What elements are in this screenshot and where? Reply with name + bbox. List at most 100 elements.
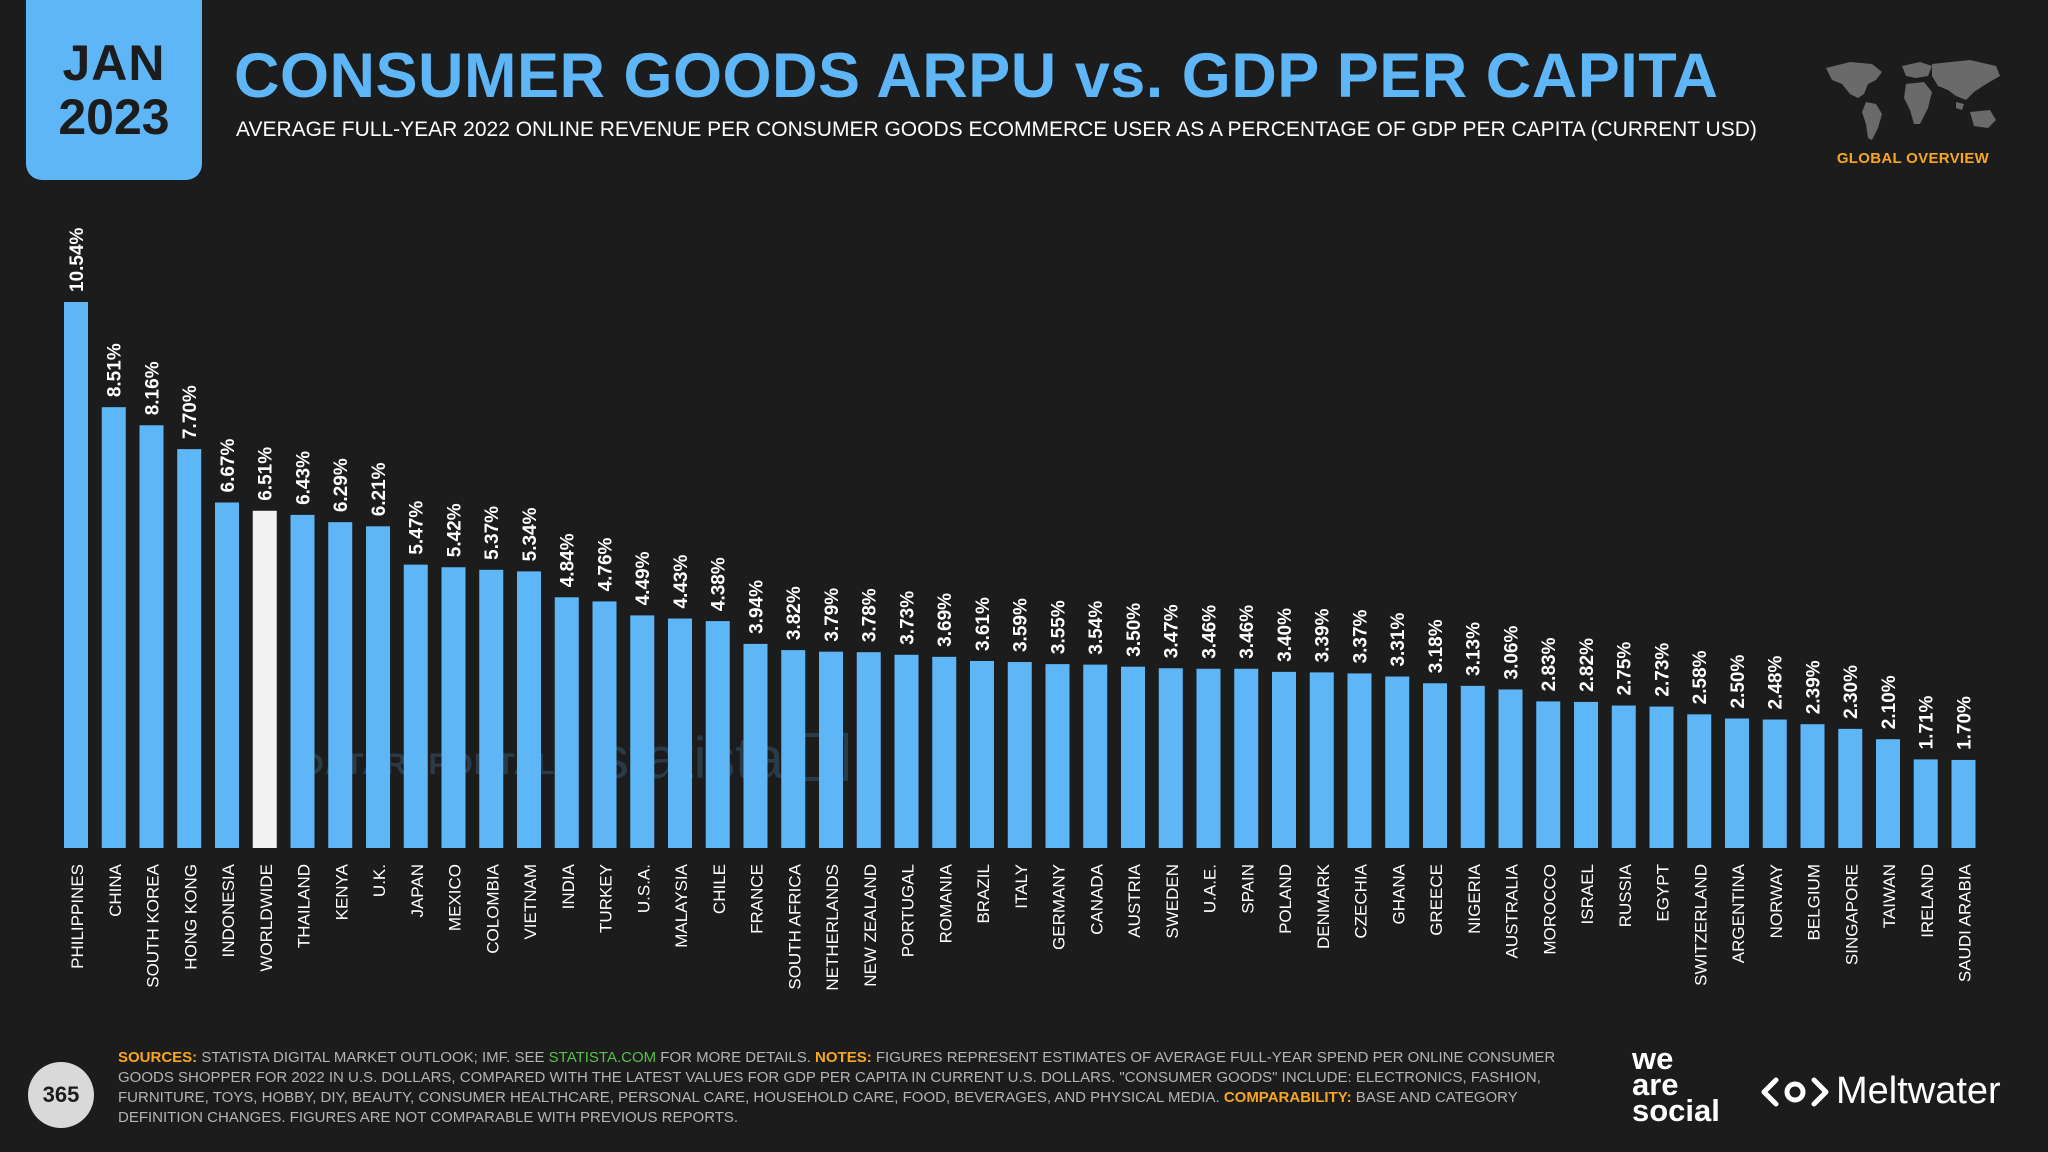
category-label: NETHERLANDS <box>823 864 842 991</box>
value-label: 3.50% <box>1124 603 1145 657</box>
category-label: PHILIPPINES <box>68 864 87 969</box>
category-label: HONG KONG <box>181 864 200 970</box>
value-label: 3.73% <box>898 591 919 645</box>
bar-israel <box>1574 701 1598 848</box>
bar-chart: 10.54% PHILIPPINES 8.51% CHINA 8.16% SOUTH KO… <box>64 227 1976 991</box>
category-label: KENYA <box>332 863 351 920</box>
category-label: SWITZERLAND <box>1691 864 1710 986</box>
category-label: SAUDI ARABIA <box>1956 863 1975 982</box>
bar-brazil <box>970 660 994 848</box>
bar-argentina <box>1725 718 1749 848</box>
value-label: 2.82% <box>1577 638 1598 692</box>
category-label: TAIWAN <box>1880 864 1899 928</box>
category-label: ARGENTINA <box>1729 863 1748 963</box>
bar-malaysia <box>668 618 692 848</box>
value-label: 3.18% <box>1426 619 1447 673</box>
value-label: 3.61% <box>973 597 994 651</box>
bar-mexico <box>441 567 466 848</box>
bar-south-africa <box>781 650 806 848</box>
category-label: MOROCCO <box>1540 864 1559 955</box>
category-label: NORWAY <box>1767 864 1786 938</box>
category-label: U.S.A. <box>634 864 653 913</box>
we-are-social-logo: we are social <box>1632 1043 1720 1126</box>
category-label: BRAZIL <box>974 864 993 924</box>
category-label: DENMARK <box>1314 863 1333 949</box>
category-label: GERMANY <box>1050 864 1069 950</box>
bar-denmark <box>1309 672 1334 848</box>
meltwater-logo: Meltwater <box>1760 1070 2001 1113</box>
value-label: 6.29% <box>331 458 352 512</box>
bar-france <box>743 643 768 848</box>
category-label: SWEDEN <box>1163 864 1182 939</box>
value-label: 8.51% <box>105 343 126 397</box>
category-label: JAPAN <box>408 864 427 918</box>
value-label: 4.38% <box>709 557 730 611</box>
value-label: 4.76% <box>596 537 617 591</box>
category-label: INDIA <box>559 863 578 909</box>
bar-new-zealand <box>856 652 881 848</box>
bar-switzerland <box>1687 714 1712 848</box>
category-label: TURKEY <box>597 864 616 933</box>
value-label: 3.39% <box>1313 608 1334 662</box>
page-number: 365 <box>28 1062 94 1128</box>
bar-u-s-a <box>630 615 655 848</box>
date-badge: JAN 2023 <box>26 0 202 180</box>
value-label: 2.10% <box>1879 675 1900 729</box>
category-label: AUSTRALIA <box>1503 863 1522 958</box>
value-label: 2.75% <box>1615 642 1636 696</box>
category-label: SPAIN <box>1238 864 1257 914</box>
category-label: ISRAEL <box>1578 864 1597 924</box>
value-label: 3.31% <box>1388 613 1409 667</box>
bar-colombia <box>479 569 504 848</box>
category-label: FRANCE <box>748 864 767 934</box>
value-label: 3.94% <box>747 580 768 634</box>
sources-label: SOURCES: <box>118 1049 198 1066</box>
we-are-social-line2: are <box>1632 1067 1679 1102</box>
bar-egypt <box>1649 706 1674 848</box>
bar-ghana <box>1385 676 1410 848</box>
value-label: 5.42% <box>445 503 466 557</box>
value-label: 4.84% <box>558 533 579 587</box>
bar-greece <box>1423 683 1447 848</box>
bar-kenya <box>328 522 353 848</box>
bar-austria <box>1121 666 1145 848</box>
bar-australia <box>1498 689 1523 848</box>
category-label: VIETNAM <box>521 864 540 940</box>
date-month: JAN <box>62 35 166 91</box>
bar-thailand <box>290 514 315 848</box>
category-label: U.K. <box>370 864 389 897</box>
bar-romania <box>932 656 957 848</box>
category-label: MEXICO <box>446 864 465 931</box>
category-label: NEW ZEALAND <box>861 864 880 987</box>
bar-worldwide <box>252 510 277 848</box>
value-label: 3.47% <box>1162 604 1183 658</box>
value-label: 2.30% <box>1841 665 1862 719</box>
bar-japan <box>403 564 428 848</box>
value-label: 2.58% <box>1690 650 1711 704</box>
value-label: 2.73% <box>1653 643 1674 697</box>
category-label: MALAYSIA <box>672 863 691 947</box>
value-label: 8.16% <box>143 361 164 415</box>
value-label: 3.79% <box>822 588 843 642</box>
category-label: SOUTH KOREA <box>144 863 163 987</box>
value-label: 3.06% <box>1502 626 1523 680</box>
value-label: 4.43% <box>671 555 692 609</box>
page-title: CONSUMER GOODS ARPU vs. GDP PER CAPITA <box>234 41 1719 111</box>
statista-link[interactable]: STATISTA.COM <box>548 1049 657 1066</box>
category-label: CHILE <box>710 864 729 914</box>
value-label: 3.54% <box>1086 601 1107 655</box>
category-label: EGYPT <box>1654 864 1673 922</box>
bar-sweden <box>1158 668 1183 848</box>
bar-poland <box>1272 671 1296 848</box>
value-label: 3.59% <box>1011 598 1032 652</box>
category-label: CHINA <box>106 863 125 917</box>
bar-portugal <box>894 654 919 848</box>
bar-morocco <box>1536 701 1561 848</box>
value-label: 3.82% <box>784 586 805 640</box>
bar-italy <box>1007 662 1032 848</box>
category-label: CANADA <box>1087 863 1106 935</box>
category-label: GHANA <box>1389 863 1408 924</box>
value-label: 3.78% <box>860 588 881 642</box>
category-label: U.A.E. <box>1201 864 1220 913</box>
bar-turkey <box>592 601 617 848</box>
